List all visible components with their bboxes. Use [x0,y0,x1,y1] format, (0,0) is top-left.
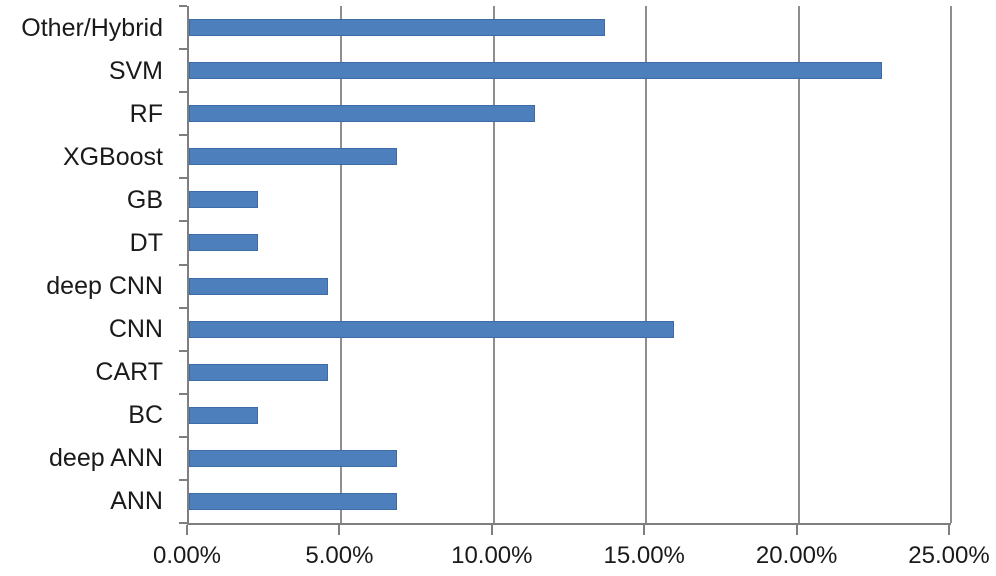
y-axis-tick [179,306,187,309]
gridline [950,6,952,523]
bar-rf [189,105,536,123]
bar-cnn [189,320,674,338]
x-axis-tick [490,525,493,535]
x-axis-tick [338,525,341,535]
y-axis-label: deep ANN [49,444,163,473]
x-axis-label: 15.00% [603,542,685,569]
bar-other-hybrid [189,19,605,37]
y-axis-label: RF [129,99,163,128]
x-axis-label: 0.00% [152,542,222,569]
y-axis-label: ANN [110,487,163,516]
y-axis-tick [179,134,187,137]
bar-svm [189,62,882,80]
gridline [340,6,343,523]
y-axis-label: DT [129,228,163,257]
y-axis-label: CNN [108,315,163,344]
y-axis-tick [179,435,187,438]
bar-bc [189,406,259,424]
bar-ann [189,492,397,510]
bar-xgboost [189,148,397,166]
gridline [492,6,495,523]
y-axis-tick [179,220,187,223]
y-axis-tick [179,177,187,180]
y-axis-label: deep CNN [46,272,163,301]
y-axis-tick [179,91,187,94]
y-axis-label: SVM [108,56,163,85]
bar-deep-ann [189,449,397,467]
y-axis-label: GB [126,185,163,214]
y-axis-label: CART [95,358,163,387]
y-axis-tick [179,5,187,7]
x-axis-tick [795,525,798,535]
y-axis-tick [179,522,187,524]
x-axis-label: 25.00% [908,542,990,569]
y-axis-tick [179,478,187,481]
x-axis-label: 5.00% [305,542,374,569]
bar-gb [189,191,259,209]
y-axis-tick [179,263,187,266]
y-axis-label: BC [128,401,163,430]
x-axis-tick [186,525,188,535]
y-axis-tick [179,392,187,395]
gridline [645,6,648,523]
gridline [797,6,800,523]
bar-dt [189,234,259,252]
x-axis-label: 20.00% [755,542,838,569]
y-axis-tick [179,48,187,51]
bar-deep-cnn [189,277,328,295]
y-axis-label: Other/Hybrid [21,13,163,42]
x-axis-label: 10.00% [451,542,533,569]
plot-area [187,6,952,525]
x-axis-tick [643,525,646,535]
x-axis-tick [948,525,950,535]
y-axis-tick [179,349,187,352]
y-axis-label: XGBoost [62,142,163,171]
bar-cart [189,363,328,381]
